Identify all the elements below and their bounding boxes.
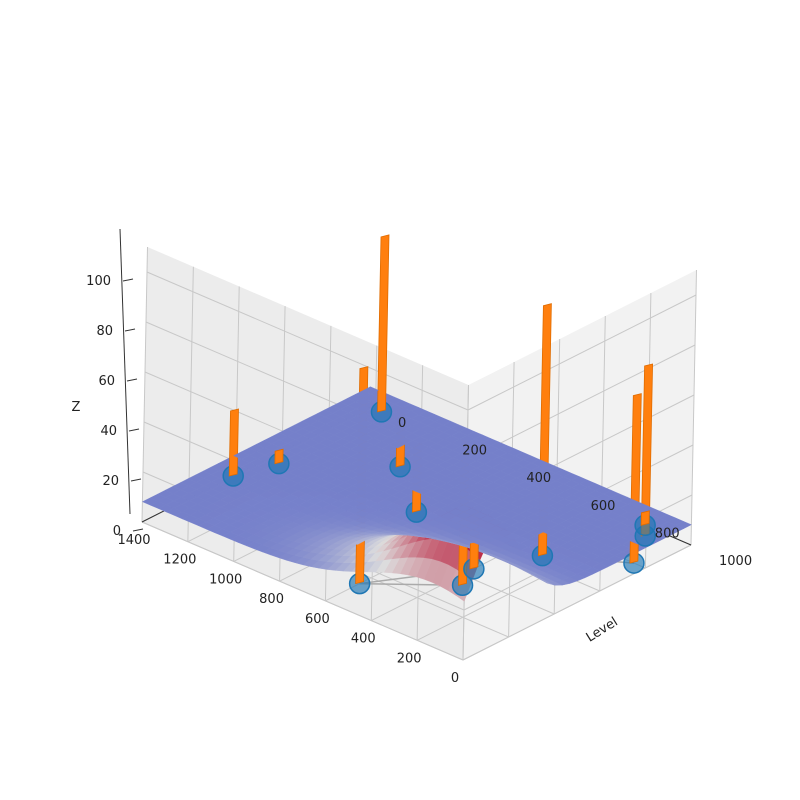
z-tick-mark xyxy=(124,328,136,332)
depth-tick-label: 400 xyxy=(351,632,376,647)
z-tick-label: 20 xyxy=(102,474,119,489)
bar xyxy=(377,234,390,413)
z-axis-line xyxy=(119,228,131,515)
level-tick-label: 200 xyxy=(462,444,487,459)
z-tick-mark xyxy=(128,428,140,432)
gridline-z-side xyxy=(141,521,464,661)
z-axis-label: Z xyxy=(72,400,81,415)
tick-labels: 0200400600800100002004006008001000120014… xyxy=(86,274,752,686)
depth-tick-label: 1200 xyxy=(163,553,196,568)
level-axis-label: Level xyxy=(584,615,621,646)
level-tick-label: 1000 xyxy=(719,554,752,569)
z-tick-label: 60 xyxy=(98,374,115,389)
surface-cell xyxy=(362,386,379,395)
z-tick-label: 40 xyxy=(100,424,117,439)
z-tick-mark xyxy=(130,478,142,482)
gridline-z-side xyxy=(146,271,469,411)
gridline-z xyxy=(467,294,697,411)
plot-scene xyxy=(141,234,692,602)
level-tick-label: 600 xyxy=(591,499,616,514)
depth-tick-label: 1400 xyxy=(117,533,150,548)
gridline-depth xyxy=(141,246,148,523)
gridline-level xyxy=(690,269,697,546)
bar xyxy=(640,510,650,526)
depth-tick-label: 0 xyxy=(451,671,459,686)
level-tick-label: 400 xyxy=(526,471,551,486)
gridline-z xyxy=(466,344,696,461)
level-tick-label: 800 xyxy=(655,526,680,541)
bar xyxy=(228,408,239,477)
depth-tick-label: 200 xyxy=(397,651,422,666)
gridline-z xyxy=(462,544,692,661)
z-tick-label: 0 xyxy=(113,524,121,539)
level-tick-label: 0 xyxy=(398,416,406,431)
z-tick-mark xyxy=(132,528,144,532)
bar xyxy=(274,448,284,465)
z-tick-label: 100 xyxy=(86,274,111,289)
z-tick-mark xyxy=(122,278,134,282)
depth-tick-label: 1000 xyxy=(209,572,242,587)
depth-tick-label: 600 xyxy=(305,612,330,627)
depth-tick-label: 800 xyxy=(259,592,284,607)
z-tick-mark xyxy=(126,378,138,382)
z-tick-label: 80 xyxy=(96,324,113,339)
